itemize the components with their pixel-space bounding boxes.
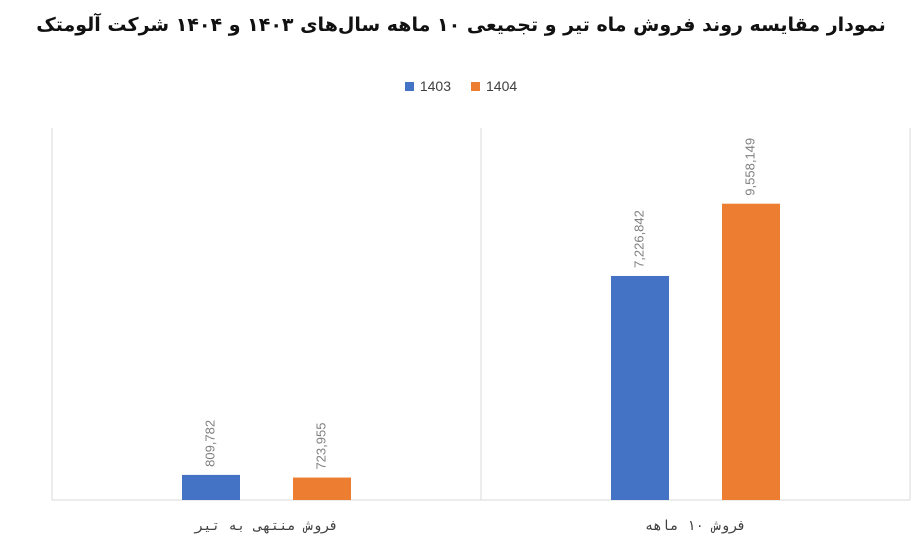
legend-label-1404: 1404 <box>486 78 518 94</box>
data-label-1403-1: 7,226,842 <box>631 210 646 268</box>
legend-item-1403: 1403 <box>404 78 451 94</box>
chart-title: نمودار مقایسه روند فروش ماه تیر و تجمیعی… <box>36 14 886 36</box>
legend: 1403 1404 <box>0 78 922 94</box>
bar-1403-0 <box>182 474 240 500</box>
legend-label-1403: 1403 <box>419 78 451 94</box>
data-label-1404-0: 723,955 <box>313 423 328 470</box>
bar-1404-0 <box>293 477 351 500</box>
legend-swatch-1404 <box>471 81 480 91</box>
legend-swatch-1403 <box>404 81 414 91</box>
category-label-0: فروش منتهی به تیر <box>193 518 338 534</box>
data-label-1404-1: 9,558,149 <box>742 138 757 196</box>
bar-1404-1 <box>722 203 780 500</box>
bar-1403-1 <box>611 275 669 500</box>
data-label-1403-0: 809,782 <box>202 420 217 467</box>
category-label-1: فروش ۱۰ ماهه <box>645 518 746 534</box>
legend-item-1404: 1404 <box>471 78 517 94</box>
